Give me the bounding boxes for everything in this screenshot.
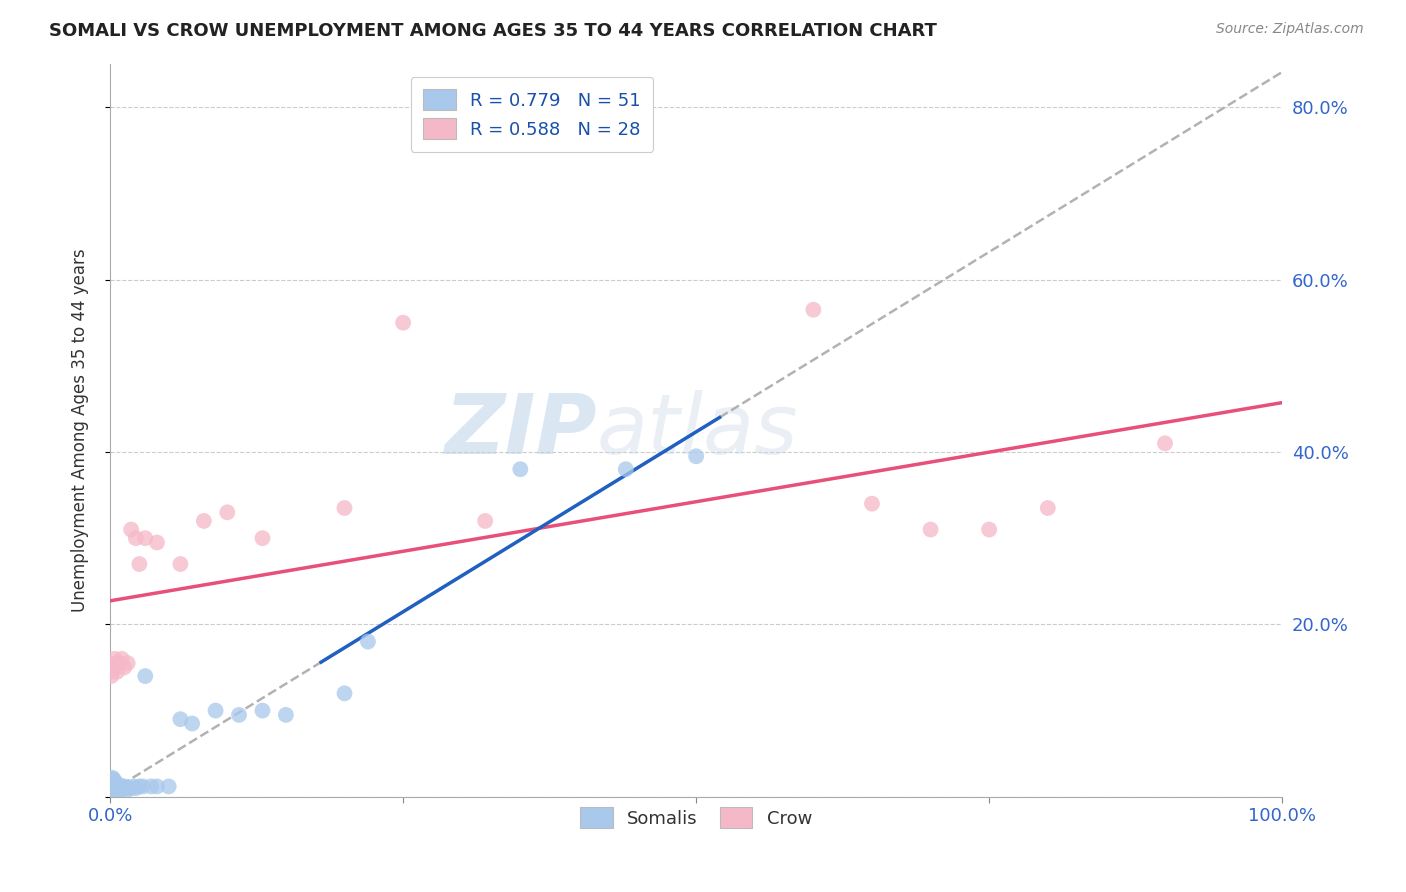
Text: Source: ZipAtlas.com: Source: ZipAtlas.com <box>1216 22 1364 37</box>
Point <box>110 783 132 797</box>
Point <box>357 634 380 648</box>
Point <box>104 783 127 797</box>
Point <box>111 780 134 794</box>
Point <box>614 462 637 476</box>
Point <box>1036 501 1059 516</box>
Point <box>100 781 122 796</box>
Point <box>920 523 942 537</box>
Point <box>101 774 124 789</box>
Point <box>115 781 138 796</box>
Point <box>101 780 124 794</box>
Point <box>274 707 297 722</box>
Point <box>1154 436 1177 450</box>
Point <box>146 535 169 549</box>
Point <box>108 656 131 670</box>
Point <box>125 781 148 796</box>
Point <box>120 523 142 537</box>
Point <box>105 777 128 791</box>
Y-axis label: Unemployment Among Ages 35 to 44 years: Unemployment Among Ages 35 to 44 years <box>72 249 89 612</box>
Point <box>685 450 707 464</box>
Point <box>101 665 124 679</box>
Point <box>103 772 125 787</box>
Point <box>108 783 131 797</box>
Point <box>125 531 148 545</box>
Point <box>105 785 128 799</box>
Text: ZIP: ZIP <box>444 390 596 471</box>
Point <box>128 557 150 571</box>
Point <box>104 656 127 670</box>
Point <box>134 669 156 683</box>
Point <box>146 780 169 794</box>
Point <box>509 462 531 476</box>
Point <box>104 777 127 791</box>
Point <box>157 780 180 794</box>
Point <box>104 781 127 796</box>
Point <box>204 704 226 718</box>
Point <box>107 781 129 796</box>
Point <box>104 780 127 794</box>
Point <box>118 781 141 796</box>
Point <box>112 660 135 674</box>
Point <box>101 771 124 785</box>
Point <box>333 686 356 700</box>
Point <box>112 780 135 794</box>
Point <box>117 656 139 670</box>
Point <box>139 780 162 794</box>
Point <box>169 712 191 726</box>
Point <box>101 783 124 797</box>
Point <box>117 783 139 797</box>
Point <box>104 785 127 799</box>
Point <box>801 302 824 317</box>
Point <box>860 497 883 511</box>
Point <box>103 777 125 791</box>
Point <box>103 660 125 674</box>
Text: SOMALI VS CROW UNEMPLOYMENT AMONG AGES 35 TO 44 YEARS CORRELATION CHART: SOMALI VS CROW UNEMPLOYMENT AMONG AGES 3… <box>49 22 936 40</box>
Point <box>103 785 125 799</box>
Point <box>333 501 356 516</box>
Legend: Somalis, Crow: Somalis, Crow <box>574 800 820 836</box>
Point <box>104 774 127 789</box>
Point <box>103 781 125 796</box>
Point <box>100 669 122 683</box>
Point <box>181 716 204 731</box>
Point <box>100 777 122 791</box>
Point <box>134 531 156 545</box>
Point <box>228 707 250 722</box>
Point <box>105 665 128 679</box>
Point <box>132 780 155 794</box>
Point <box>252 704 274 718</box>
Point <box>108 780 131 794</box>
Point <box>104 652 127 666</box>
Text: atlas: atlas <box>596 390 799 471</box>
Point <box>107 785 129 799</box>
Point <box>105 781 128 796</box>
Point <box>169 557 191 571</box>
Point <box>111 652 134 666</box>
Point <box>111 781 134 796</box>
Point <box>979 523 1001 537</box>
Point <box>474 514 496 528</box>
Point <box>100 772 122 787</box>
Point <box>122 780 145 794</box>
Point <box>111 781 134 796</box>
Point <box>128 780 150 794</box>
Point <box>252 531 274 545</box>
Point <box>392 316 415 330</box>
Point <box>193 514 215 528</box>
Point <box>217 505 239 519</box>
